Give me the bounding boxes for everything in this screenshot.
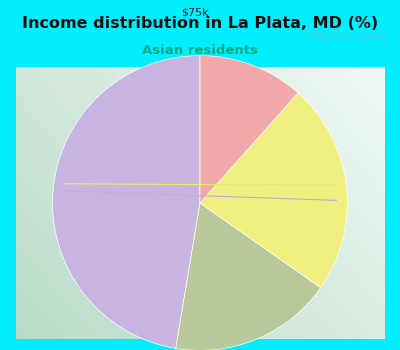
Wedge shape [52, 56, 200, 348]
Text: $75k: $75k [181, 7, 208, 18]
Wedge shape [200, 93, 348, 288]
Text: City-Data.com: City-Data.com [308, 31, 387, 41]
Text: Asian residents: Asian residents [142, 44, 258, 57]
Wedge shape [176, 203, 321, 350]
Text: Income distribution in La Plata, MD (%): Income distribution in La Plata, MD (%) [22, 16, 378, 31]
Wedge shape [200, 56, 298, 203]
